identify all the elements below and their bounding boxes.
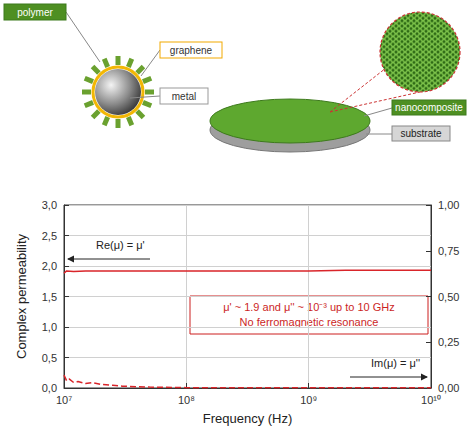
svg-text:0,0: 0,0 — [42, 382, 57, 394]
svg-text:metal: metal — [172, 91, 196, 102]
svg-text:Frequency (Hz): Frequency (Hz) — [203, 411, 293, 426]
svg-text:10⁷: 10⁷ — [56, 394, 72, 406]
svg-text:10⁸: 10⁸ — [178, 394, 195, 406]
svg-text:Complex permeability: Complex permeability — [14, 234, 29, 359]
svg-text:μ' ~ 1.9 and μ'' ~ 10⁻³ up to: μ' ~ 1.9 and μ'' ~ 10⁻³ up to 10 GHz — [223, 301, 395, 313]
svg-text:1,0: 1,0 — [42, 321, 57, 333]
svg-text:polymer: polymer — [17, 7, 53, 18]
svg-text:2,0: 2,0 — [42, 260, 57, 272]
svg-text:0,5: 0,5 — [42, 352, 57, 364]
svg-text:Im(μ) = μ'': Im(μ) = μ'' — [371, 357, 420, 369]
svg-text:0,25: 0,25 — [438, 336, 459, 348]
svg-text:10⁹: 10⁹ — [300, 394, 317, 406]
svg-text:graphene: graphene — [170, 45, 213, 56]
svg-text:No ferromagnetic resonance: No ferromagnetic resonance — [239, 316, 379, 328]
svg-text:nanocomposite: nanocomposite — [395, 102, 463, 113]
svg-text:3,0: 3,0 — [42, 199, 57, 211]
svg-text:0,00: 0,00 — [438, 382, 459, 394]
svg-text:0,75: 0,75 — [438, 245, 459, 257]
svg-text:0,50: 0,50 — [438, 291, 459, 303]
svg-text:1,00: 1,00 — [438, 199, 459, 211]
svg-text:2,5: 2,5 — [42, 230, 57, 242]
svg-text:1,5: 1,5 — [42, 291, 57, 303]
svg-text:substrate: substrate — [400, 128, 442, 139]
svg-text:Re(μ) = μ': Re(μ) = μ' — [96, 239, 145, 251]
svg-text:10¹⁰: 10¹⁰ — [421, 394, 441, 406]
